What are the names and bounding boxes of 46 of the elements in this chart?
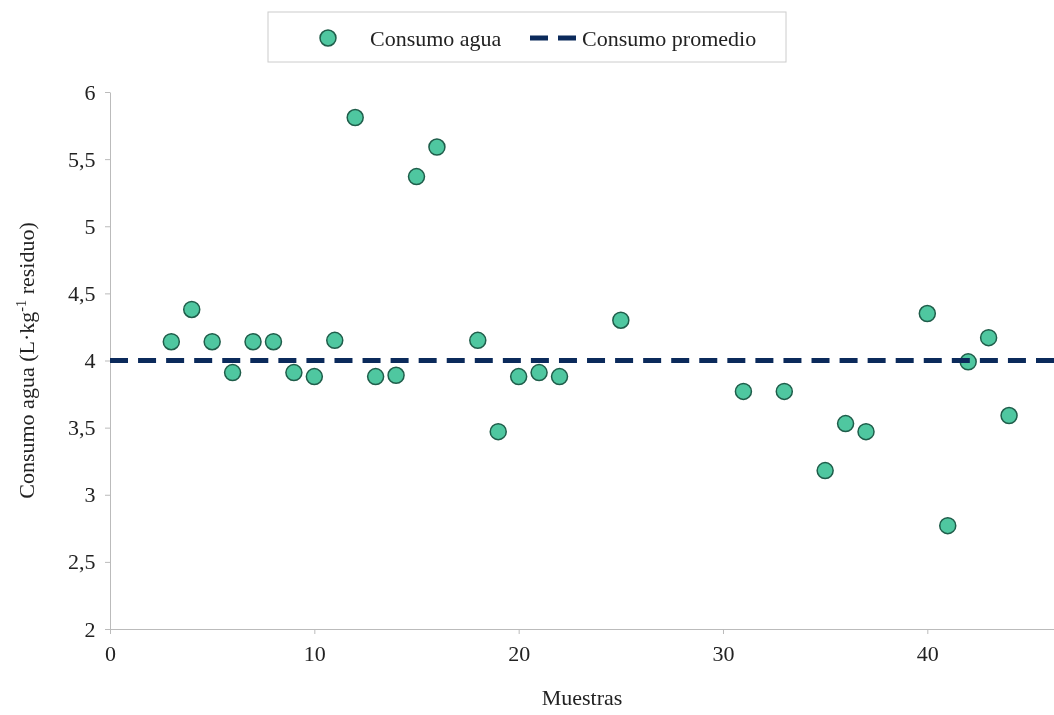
x-tick-label: 10: [303, 641, 326, 667]
point: [346, 108, 364, 127]
point: [264, 332, 283, 351]
x-tick-label: 40: [916, 641, 939, 667]
y-tick-label: 5: [84, 213, 96, 239]
y-tick-label: 6: [84, 79, 96, 105]
point: [509, 367, 528, 386]
x-tick-label: 30: [712, 641, 735, 667]
point: [939, 516, 957, 535]
point: [305, 367, 324, 386]
point: [816, 461, 834, 480]
point: [918, 304, 937, 323]
point: [428, 138, 446, 156]
y-tick-label: 3: [84, 482, 96, 508]
point: [387, 366, 405, 385]
y-tick-label: 3,5: [67, 415, 96, 441]
point: [857, 422, 875, 441]
y-tick-label: 2,5: [67, 549, 96, 575]
point: [223, 363, 242, 382]
point: [366, 367, 385, 386]
y-tick-label: 5,5: [67, 146, 96, 172]
point: [612, 311, 630, 329]
y-tick-label: 2: [84, 616, 96, 642]
point: [979, 328, 998, 347]
point: [1000, 406, 1018, 425]
legend-label: Consumo promedio: [582, 26, 757, 51]
point: [550, 367, 569, 386]
point: [775, 382, 794, 401]
x-tick-label: 0: [105, 641, 116, 667]
point: [836, 414, 855, 433]
point: [734, 382, 753, 401]
point: [469, 331, 487, 350]
point: [530, 363, 548, 382]
point: [162, 332, 181, 351]
point: [182, 300, 201, 319]
point: [203, 332, 221, 351]
y-tick-label: 4,5: [67, 280, 96, 306]
point: [285, 363, 303, 382]
legend-label: Consumo agua: [370, 26, 502, 51]
point: [407, 167, 426, 186]
point: [244, 332, 262, 351]
y-tick-label: 4: [84, 348, 96, 374]
x-tick-label: 20: [508, 641, 531, 667]
point: [489, 422, 507, 441]
x-axis-title: Muestras: [541, 685, 623, 710]
point: [326, 331, 344, 350]
